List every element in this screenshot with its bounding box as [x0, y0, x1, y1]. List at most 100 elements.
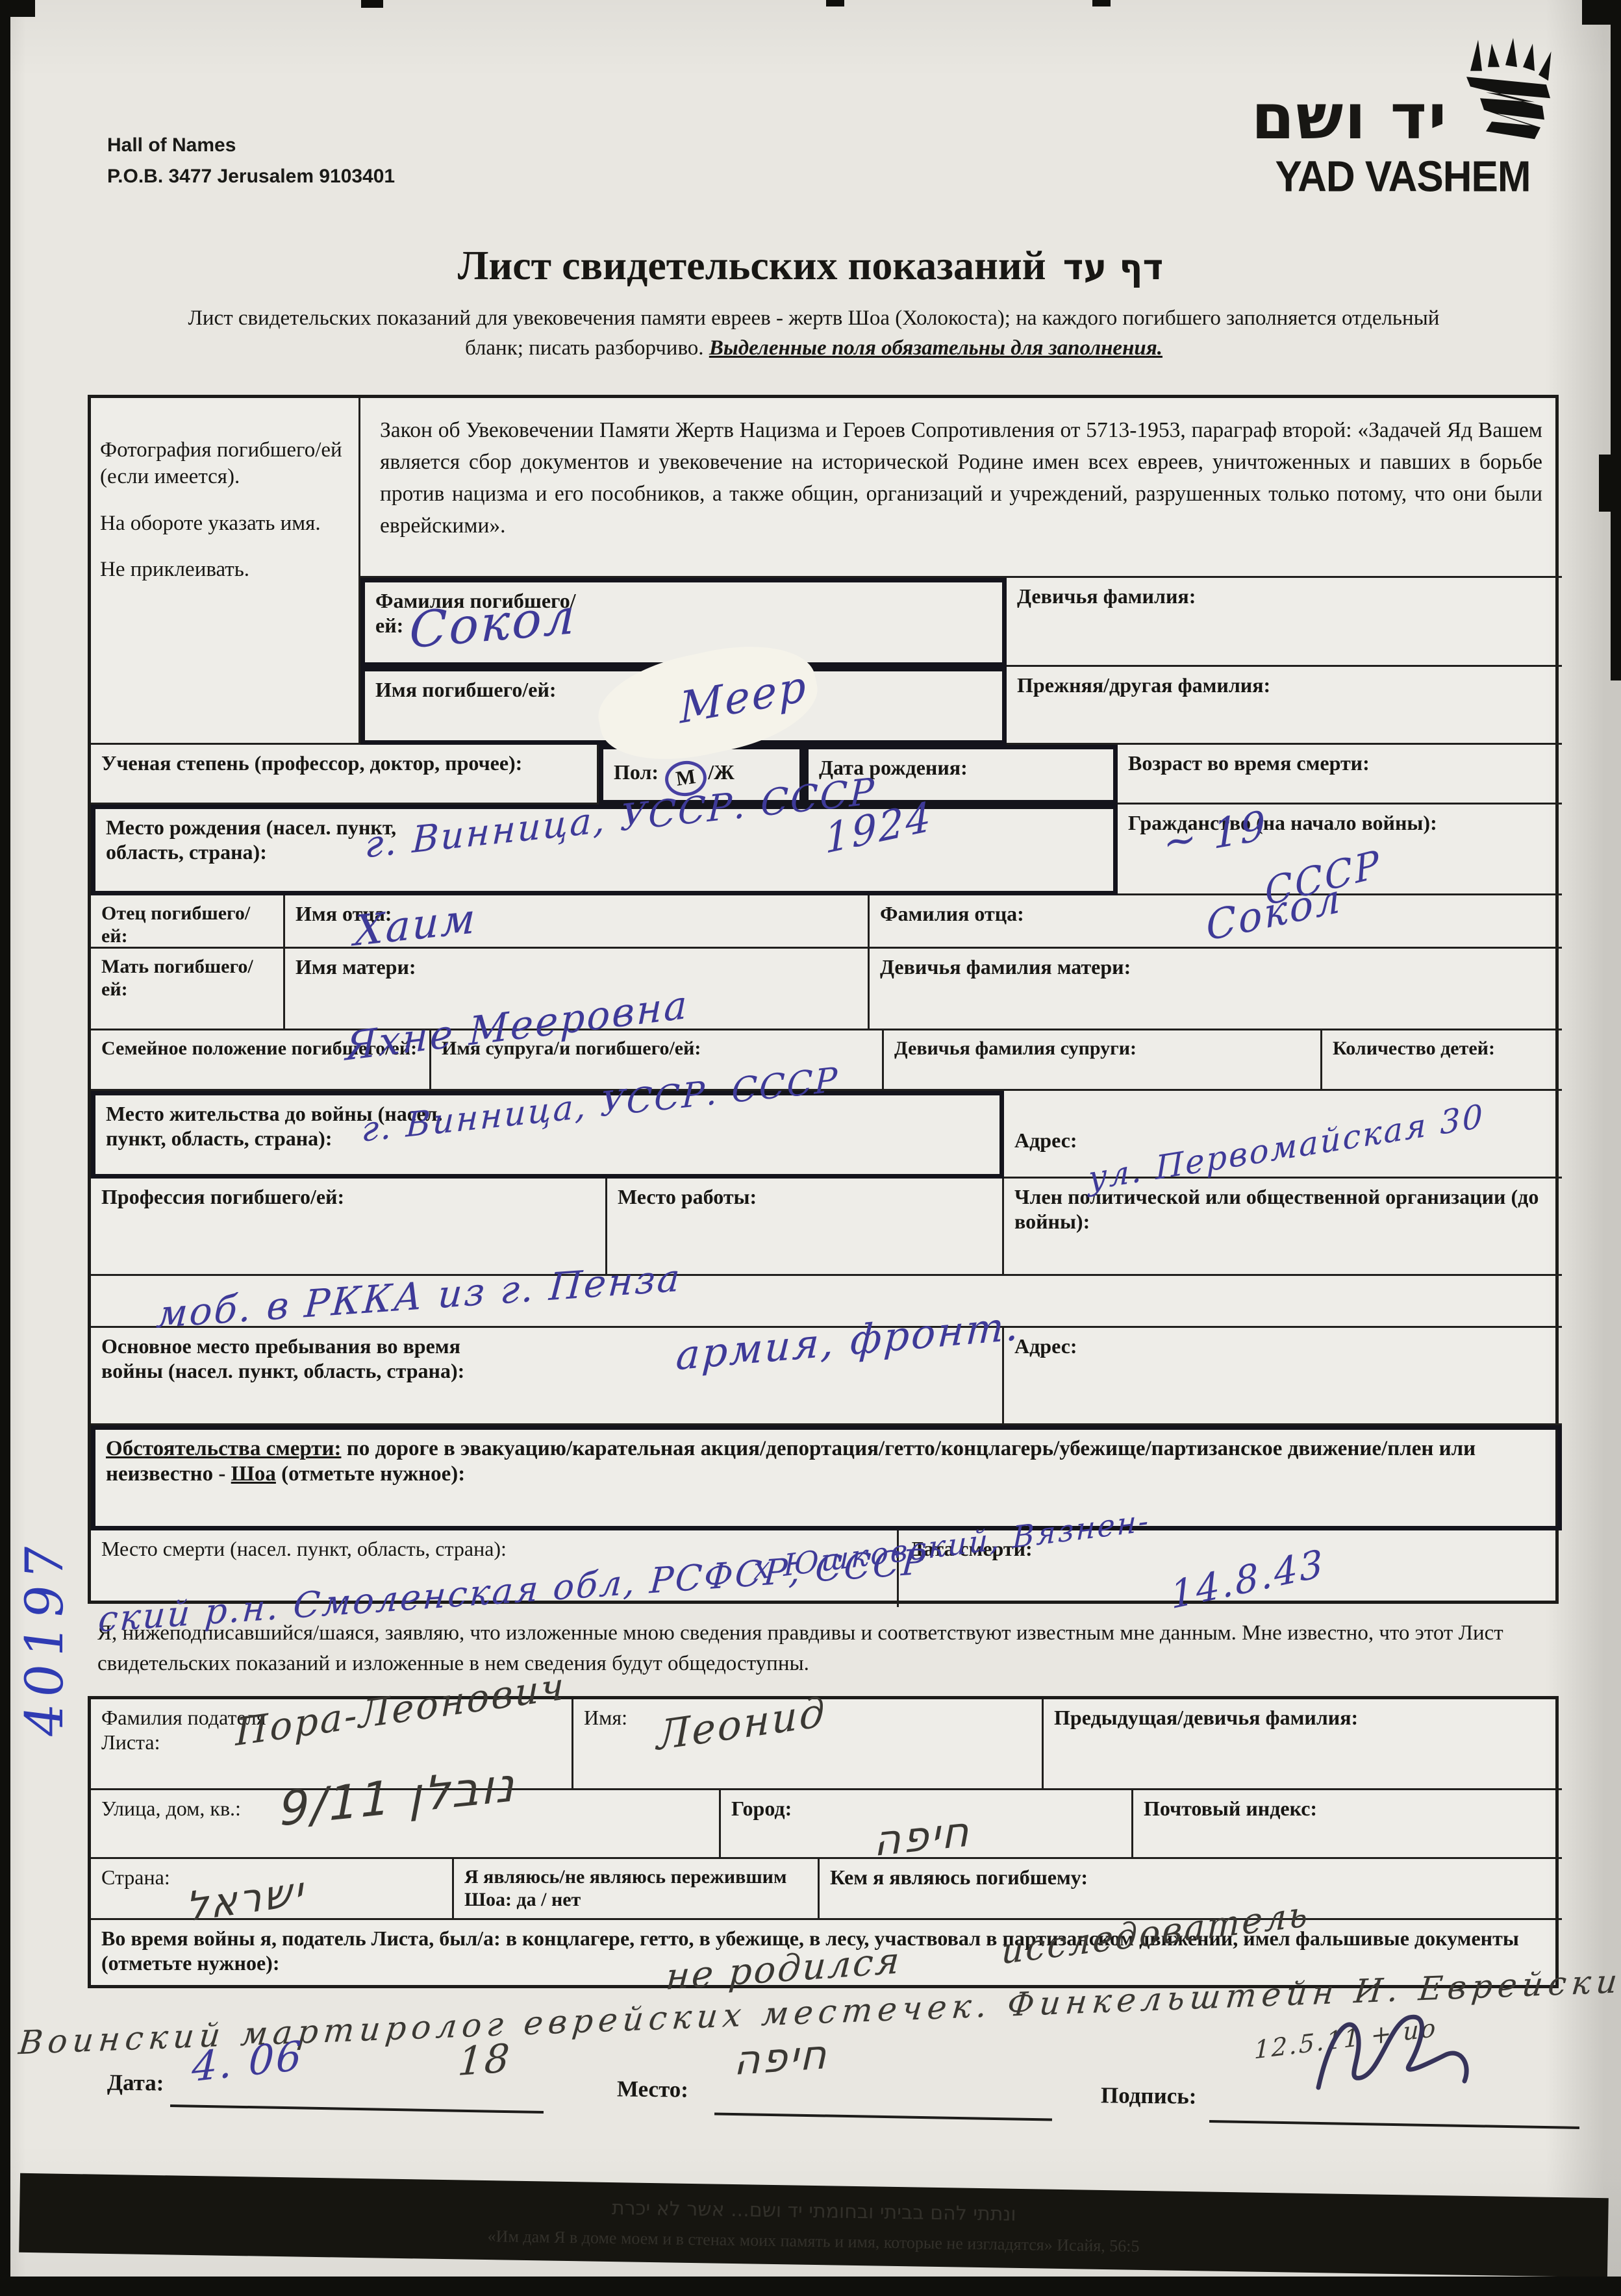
field-former-name-cell: Прежняя/другая фамилия:: [1007, 667, 1562, 745]
field-marital-cell: Семейное положение погибшего/ей:: [91, 1030, 431, 1091]
field-maiden-name-label: Девичья фамилия:: [1017, 584, 1196, 608]
submitter-survivor-label: Я являюсь/не являюсь пережившим Шоа: да …: [464, 1866, 787, 1911]
photo-box-line1: Фотография погибшего/ей (если имеется).: [100, 438, 342, 489]
hw-submitter-city-value: חיפה: [873, 1807, 971, 1867]
field-wartime-address-label: Адрес:: [1014, 1334, 1077, 1358]
scan-tick-mark: [1092, 0, 1111, 6]
page-title: Лист свидетельских показаний דף עד: [0, 242, 1621, 290]
field-father-cell: Отец погибшего/ей:: [91, 895, 285, 949]
submitter-street-cell: Улица, дом, кв.:: [91, 1790, 721, 1859]
intro-text: Лист свидетельских показаний для увекове…: [188, 306, 1440, 360]
field-death-circumstances-label: Обстоятельства смерти:: [106, 1437, 342, 1460]
field-death-date-label: Дата смерти:: [909, 1537, 1033, 1560]
field-children-cell: Количество детей:: [1322, 1030, 1562, 1091]
mobilization-note-band: [91, 1276, 1562, 1328]
submitter-previous-name-cell: Предыдущая/девичья фамилия:: [1044, 1699, 1562, 1790]
yad-vashem-flame-icon: [1466, 38, 1552, 140]
org-pob: P.O.B. 3477 Jerusalem 9103401: [107, 166, 396, 187]
field-birth-date-label: Дата рождения:: [819, 756, 968, 779]
field-children-label: Количество детей:: [1333, 1038, 1495, 1059]
field-workplace-label: Место работы:: [618, 1185, 757, 1208]
hw-place-value: חיפה: [733, 2030, 829, 2085]
field-former-name-label: Прежняя/другая фамилия:: [1017, 673, 1271, 697]
submitter-first-name-label: Имя:: [584, 1706, 627, 1729]
photo-box-line2: На обороте указать имя.: [100, 511, 321, 535]
photo-box-cell: Фотография погибшего/ей (если имеется). …: [91, 398, 360, 745]
submitter-country-label: Страна:: [101, 1866, 170, 1889]
submitter-wartime-label: Во время войны я, податель Листа, был/а:…: [101, 1927, 1519, 1975]
field-profession-label: Профессия погибшего/ей:: [101, 1185, 345, 1208]
field-surname-label: Фамилия погибшего/ей:: [375, 589, 576, 637]
field-death-place-label: Место смерти (насел. пункт, область, стр…: [101, 1537, 507, 1560]
scan-edge-left: [0, 0, 10, 2296]
submitter-relation-label: Кем я являюсь погибшему:: [830, 1866, 1088, 1889]
field-birth-date-cell: Дата рождения:: [804, 745, 1118, 805]
field-residence-label: Место жительства до войны (насел. пункт,…: [106, 1102, 443, 1150]
law-text-cell: Закон об Увековечении Памяти Жертв Нациз…: [360, 398, 1562, 578]
declaration-paragraph: Я, нижеподписавшийся/шаяся, заявляю, что…: [97, 1621, 1503, 1675]
yad-vashem-logo: יד ושם YAD VASHEM: [1221, 38, 1585, 201]
scan-edge-bottom: [0, 2277, 1621, 2296]
field-father-label: Отец погибшего/ей:: [101, 903, 251, 947]
page-title-hebrew: דף עד: [1062, 247, 1164, 288]
scan-corner-mark: [0, 0, 35, 17]
field-death-circumstances-shoah: Шоа: [231, 1462, 276, 1486]
field-wartime-place-label: Основное место пребывания во время войны…: [101, 1334, 465, 1382]
submitter-surname-label: Фамилия подателя Листа:: [101, 1706, 266, 1754]
field-birth-place-label: Место рождения (насел. пункт, область, с…: [106, 816, 397, 864]
field-age-cell: Возраст во время смерти:: [1118, 745, 1562, 805]
submitter-city-cell: Город:: [721, 1790, 1133, 1859]
submitter-relation-cell: Кем я являюсь погибшему:: [820, 1859, 1562, 1920]
field-father-name-cell: Имя отца:: [285, 895, 870, 949]
scan-corner-mark: [1582, 0, 1621, 25]
footer-signature-line: [1209, 2120, 1579, 2129]
field-organization-label: Член политической или общественной орган…: [1014, 1185, 1539, 1233]
field-profession-cell: Профессия погибшего/ей:: [91, 1179, 607, 1276]
page-title-ru: Лист свидетельских показаний: [457, 242, 1046, 288]
logo-hebrew-text: יד ושם: [1251, 80, 1448, 153]
footer-place-label: Место:: [616, 2076, 689, 2103]
field-mother-maiden-cell: Девичья фамилия матери:: [870, 949, 1562, 1030]
field-first-name-label: Имя погибшего/ей:: [375, 678, 557, 701]
field-mother-cell: Мать погибшего/ей:: [91, 949, 285, 1030]
footer-date-line: [170, 2104, 544, 2114]
submitter-previous-name-label: Предыдущая/девичья фамилия:: [1054, 1706, 1359, 1729]
field-residence-cell: Место жительства до войны (насел. пункт,…: [91, 1091, 1004, 1179]
submitter-city-label: Город:: [731, 1797, 792, 1820]
field-workplace-cell: Место работы:: [607, 1179, 1004, 1276]
margin-registration-number: 40197: [14, 1536, 75, 1739]
field-death-place-cell: Место смерти (насел. пункт, область, стр…: [91, 1530, 899, 1607]
field-spouse-maiden-cell: Девичья фамилия супруги:: [884, 1030, 1322, 1091]
field-mother-name-cell: Имя матери:: [285, 949, 870, 1030]
field-residence-address-label: Адрес:: [1014, 1129, 1077, 1152]
bottom-bar-hebrew-verse: ונתתי להם בביתי ובחומתי יד ושם... אשר לא…: [611, 2196, 1016, 2226]
submitter-wartime-cell: Во время войны я, податель Листа, был/а:…: [91, 1920, 1562, 1991]
submitter-country-cell: Страна:: [91, 1859, 454, 1920]
field-spouse-name-cell: Имя супруга/и погибшего/ей:: [431, 1030, 884, 1091]
field-father-surname-label: Фамилия отца:: [880, 902, 1024, 925]
field-residence-address-cell: Адрес:: [1004, 1091, 1562, 1179]
submitter-first-name-cell: Имя:: [573, 1699, 1044, 1790]
field-spouse-maiden-label: Девичья фамилия супруги:: [894, 1038, 1137, 1059]
field-father-surname-cell: Фамилия отца:: [870, 895, 1562, 949]
submitter-street-label: Улица, дом, кв.:: [101, 1797, 241, 1820]
submitter-survivor-cell: Я являюсь/не являюсь пережившим Шоа: да …: [454, 1859, 820, 1920]
field-death-circumstances-options: по дороге в эвакуацию/карательная акция/…: [106, 1437, 1476, 1486]
field-death-circumstances-tail: (отметьте нужное):: [275, 1462, 466, 1486]
field-birth-place-cell: Место рождения (насел. пункт, область, с…: [91, 805, 1118, 895]
field-wartime-address-cell: Адрес:: [1004, 1328, 1562, 1425]
field-sex-separator: /: [708, 760, 714, 784]
field-sex-label: Пол:: [614, 760, 659, 784]
victim-form-table: Фотография погибшего/ей (если имеется). …: [88, 395, 1562, 1607]
field-degree-label: Ученая степень (профессор, доктор, проче…: [101, 751, 523, 775]
field-mother-name-label: Имя матери:: [295, 955, 416, 979]
field-death-date-cell: Дата смерти:: [899, 1530, 1562, 1607]
submitter-postal-code-cell: Почтовый индекс:: [1133, 1790, 1562, 1859]
field-death-circumstances-cell: Обстоятельства смерти: по дороге в эваку…: [91, 1425, 1562, 1530]
bottom-bar-russian-verse: «Им дам Я в доме моем и в стенах моих па…: [487, 2226, 1140, 2256]
field-degree-cell: Ученая степень (профессор, доктор, проче…: [91, 745, 599, 805]
scan-tick-mark: [361, 0, 383, 8]
scan-edge-right: [1611, 25, 1621, 680]
footer-date-label: Дата:: [107, 2069, 164, 2096]
